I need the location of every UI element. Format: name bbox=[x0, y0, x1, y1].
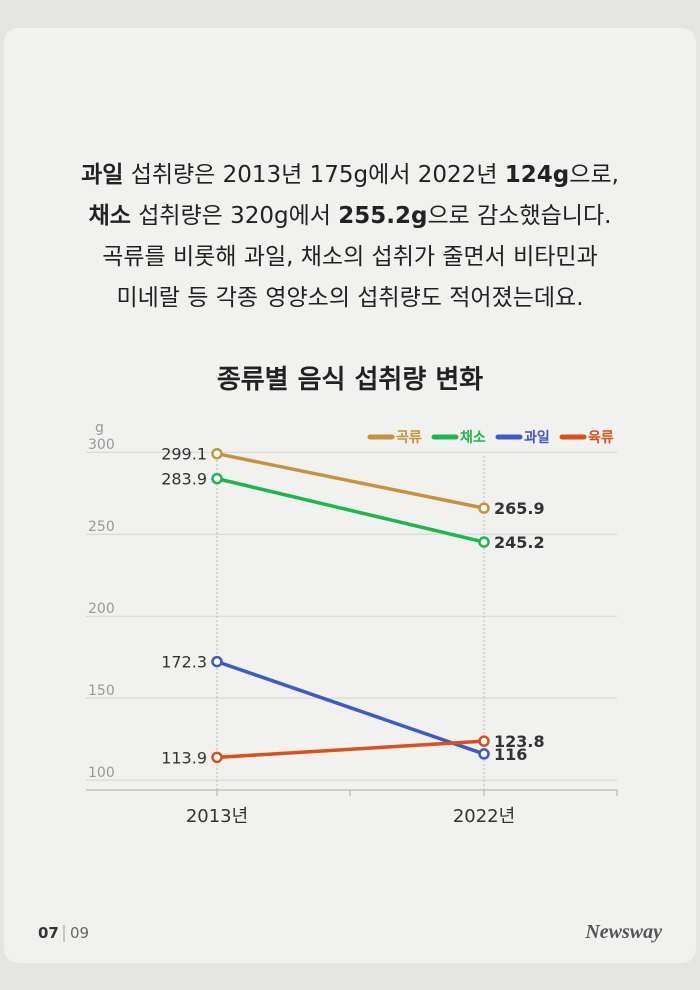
point bbox=[211, 655, 223, 668]
card bbox=[4, 28, 696, 963]
y-tick-label: 200 bbox=[88, 601, 115, 617]
value-label: 299.1 bbox=[161, 445, 207, 464]
intro-text: 으로, bbox=[569, 162, 619, 188]
intro-line: 채소 섭취량은 320g에서 255.2g으로 감소했습니다. bbox=[89, 203, 612, 229]
y-tick-label: 150 bbox=[88, 683, 115, 699]
point bbox=[211, 447, 223, 460]
x-tick-label: 2013년 bbox=[186, 806, 248, 827]
legend-label: 곡류 bbox=[396, 430, 422, 446]
intro-line: 과일 섭취량은 2013년 175g에서 2022년 124g으로, bbox=[81, 162, 619, 188]
legend-label: 채소 bbox=[460, 430, 486, 446]
value-label: 245.2 bbox=[494, 533, 545, 552]
point bbox=[478, 735, 490, 747]
intro-text: 섭취량은 320g에서 bbox=[131, 203, 338, 229]
intro-text: 미네랄 등 각종 영양소의 섭취량도 적어졌는데요. bbox=[116, 285, 583, 311]
value-label: 113.9 bbox=[161, 748, 207, 767]
legend-label: 과일 bbox=[524, 430, 550, 446]
intro-bold: 124g bbox=[505, 162, 569, 188]
point bbox=[211, 472, 223, 485]
series-line bbox=[216, 451, 485, 510]
intro-text: 으로 감소했습니다. bbox=[428, 203, 612, 229]
intro-text: 곡류를 비롯해 과일, 채소의 섭취가 줄면서 비타민과 bbox=[102, 244, 598, 270]
value-label: 265.9 bbox=[494, 499, 545, 518]
series-line bbox=[216, 476, 485, 544]
logo: Newsway bbox=[584, 921, 662, 943]
point bbox=[478, 748, 490, 760]
x-tick-label: 2022년 bbox=[453, 806, 515, 827]
y-unit: g bbox=[95, 420, 104, 436]
intro-line: 미네랄 등 각종 영양소의 섭취량도 적어졌는데요. bbox=[116, 285, 583, 311]
y-tick-label: 300 bbox=[88, 437, 115, 453]
intro-bold: 채소 bbox=[89, 203, 131, 229]
value-label: 283.9 bbox=[161, 470, 207, 489]
y-tick-label: 100 bbox=[88, 765, 115, 781]
series-line bbox=[216, 659, 485, 756]
page-number: 07 bbox=[38, 924, 59, 942]
value-label: 172.3 bbox=[161, 653, 207, 672]
intro-text: 섭취량은 2013년 175g에서 2022년 bbox=[123, 162, 504, 188]
value-label: 123.8 bbox=[494, 732, 545, 751]
point bbox=[478, 536, 490, 548]
page-total: 09 bbox=[70, 924, 89, 942]
intro-line: 곡류를 비롯해 과일, 채소의 섭취가 줄면서 비타민과 bbox=[102, 244, 598, 270]
value-label: 116 bbox=[494, 745, 527, 764]
point bbox=[478, 502, 490, 514]
legend-label: 육류 bbox=[588, 430, 614, 446]
chart-title: 종류별 음식 섭취량 변화 bbox=[217, 365, 483, 395]
point bbox=[211, 751, 223, 764]
intro-bold: 255.2g bbox=[338, 203, 427, 229]
intro-bold: 과일 bbox=[81, 162, 123, 188]
y-tick-label: 250 bbox=[88, 519, 115, 535]
series-line bbox=[216, 739, 485, 760]
